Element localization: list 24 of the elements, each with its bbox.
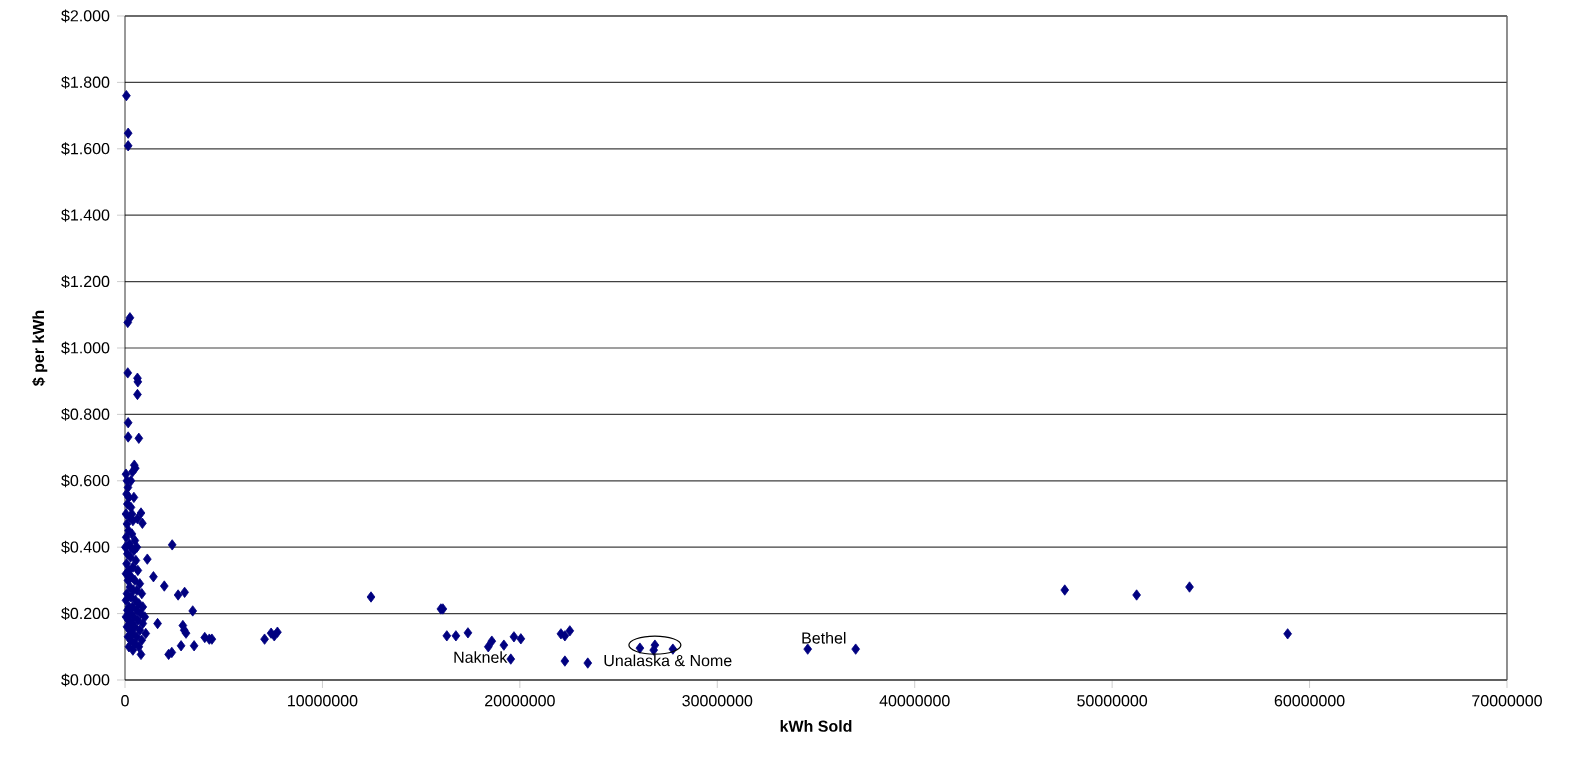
y-tick-label: $0.400 bbox=[61, 540, 110, 554]
y-tick-label: $0.600 bbox=[61, 474, 110, 488]
x-tick-label: 20000000 bbox=[485, 695, 555, 707]
x-tick-label: 40000000 bbox=[879, 695, 950, 707]
y-tick-label: $1.400 bbox=[61, 208, 110, 222]
y-axis-title: $ per kWh bbox=[32, 310, 48, 386]
x-tick-label: 30000000 bbox=[682, 695, 753, 707]
annotation: Bethel bbox=[802, 631, 846, 644]
x-tick-label: 50000000 bbox=[1077, 695, 1148, 707]
x-tick-label: 10000000 bbox=[288, 695, 358, 707]
y-tick-label: $2.000 bbox=[61, 9, 110, 23]
y-tick-label: $1.600 bbox=[61, 142, 110, 156]
x-tick-label: 0 bbox=[121, 695, 129, 707]
y-tick-label: $1.800 bbox=[61, 75, 110, 89]
x-tick-label: 70000000 bbox=[1472, 695, 1542, 707]
y-tick-label: $0.200 bbox=[61, 607, 110, 621]
x-tick-label: 60000000 bbox=[1274, 695, 1345, 707]
y-tick-label: $1.200 bbox=[61, 275, 110, 289]
x-axis-title: kWh Sold bbox=[780, 720, 852, 732]
annotation: Naknek bbox=[454, 651, 508, 663]
y-tick-label: $0.000 bbox=[61, 673, 110, 687]
y-tick-label: $0.800 bbox=[61, 407, 110, 421]
annotation: Unalaska & Nome bbox=[604, 654, 732, 667]
y-tick-label: $1.000 bbox=[61, 341, 110, 355]
